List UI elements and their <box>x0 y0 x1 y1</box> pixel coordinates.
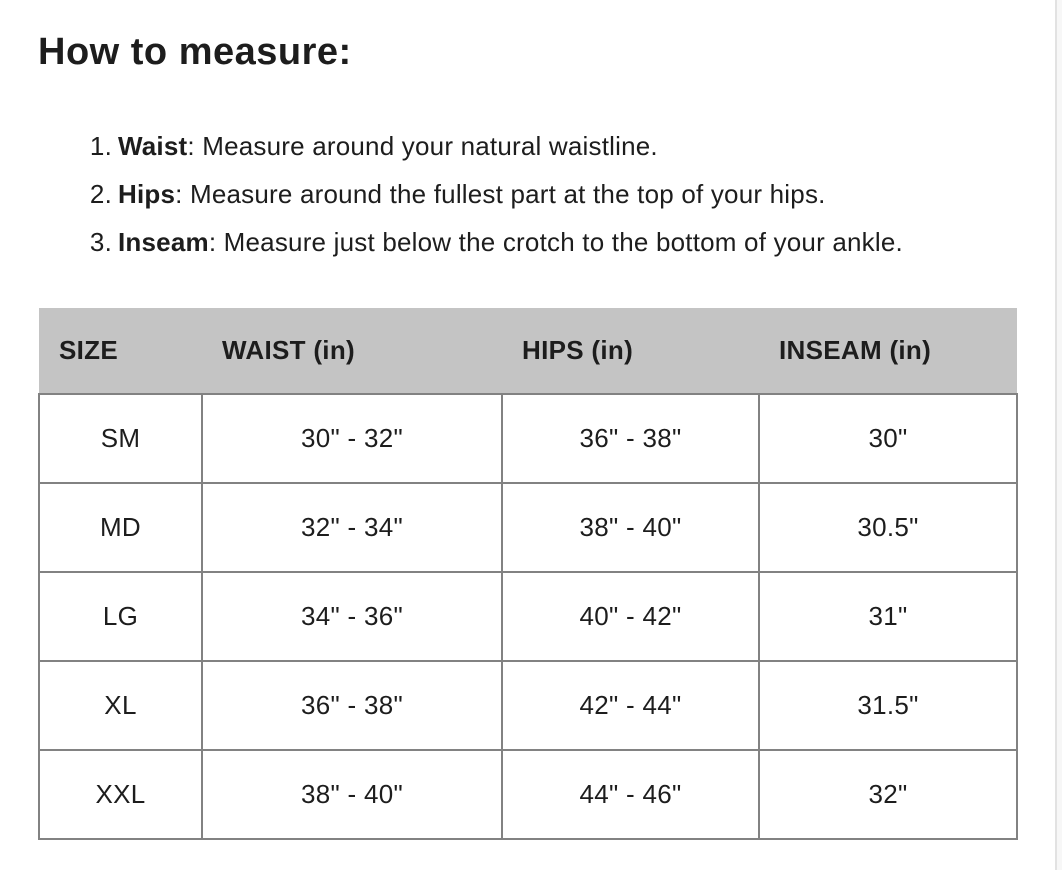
instruction-number: 2. <box>89 179 112 209</box>
column-header-inseam: INSEAM (in) <box>759 308 1017 394</box>
cell-size: XL <box>38 660 203 751</box>
cell-inseam: 31.5" <box>758 660 1018 751</box>
cell-waist: 38" - 40" <box>201 749 503 840</box>
instruction-text: : Measure just below the crotch to the b… <box>208 227 903 257</box>
size-chart-header: SIZE WAIST (in) HIPS (in) INSEAM (in) <box>39 308 1017 394</box>
size-chart-table: SIZE WAIST (in) HIPS (in) INSEAM (in) SM… <box>38 308 1018 840</box>
table-row-lg: LG 34" - 36" 40" - 42" 31" <box>38 571 1018 662</box>
cell-size: LG <box>38 571 203 662</box>
header-row: SIZE WAIST (in) HIPS (in) INSEAM (in) <box>39 308 1017 394</box>
cell-hips: 44" - 46" <box>501 749 760 840</box>
page-title: How to measure: <box>38 31 352 73</box>
table-row-sm: SM 30" - 32" 36" - 38" 30" <box>38 393 1018 484</box>
cell-hips: 42" - 44" <box>501 660 760 751</box>
instruction-item-waist: 1. Waist: Measure around your natural wai… <box>86 122 903 170</box>
page-edge-gutter <box>1057 0 1062 870</box>
cell-waist: 36" - 38" <box>201 660 503 751</box>
instruction-text: : Measure around the fullest part at the… <box>175 179 826 209</box>
cell-size: XXL <box>38 749 203 840</box>
table-row-md: MD 32" - 34" 38" - 40" 30.5" <box>38 482 1018 573</box>
cell-waist: 34" - 36" <box>201 571 503 662</box>
measure-instructions: 1. Waist: Measure around your natural wai… <box>86 122 903 266</box>
column-header-size: SIZE <box>39 308 202 394</box>
cell-inseam: 32" <box>758 749 1018 840</box>
instruction-term: Waist <box>118 131 188 161</box>
table-row-xxl: XXL 38" - 40" 44" - 46" 32" <box>38 749 1018 840</box>
cell-inseam: 30.5" <box>758 482 1018 573</box>
page-edge-divider <box>1055 0 1057 870</box>
instruction-item-inseam: 3. Inseam: Measure just below the crotch … <box>86 218 903 266</box>
instruction-term: Hips <box>118 179 176 209</box>
cell-size: SM <box>38 393 203 484</box>
cell-waist: 30" - 32" <box>201 393 503 484</box>
cell-hips: 36" - 38" <box>501 393 760 484</box>
instruction-number: 3. <box>89 227 112 257</box>
cell-hips: 40" - 42" <box>501 571 760 662</box>
size-chart-body: SM 30" - 32" 36" - 38" 30" MD 32" - 34" … <box>38 393 1018 840</box>
instruction-term: Inseam <box>118 227 209 257</box>
instruction-text: : Measure around your natural waistline. <box>187 131 658 161</box>
column-header-hips: HIPS (in) <box>502 308 759 394</box>
cell-waist: 32" - 34" <box>201 482 503 573</box>
instruction-number: 1. <box>89 131 112 161</box>
cell-inseam: 31" <box>758 571 1018 662</box>
cell-size: MD <box>38 482 203 573</box>
cell-hips: 38" - 40" <box>501 482 760 573</box>
column-header-waist: WAIST (in) <box>202 308 502 394</box>
instruction-item-hips: 2. Hips: Measure around the fullest part … <box>86 170 903 218</box>
cell-inseam: 30" <box>758 393 1018 484</box>
table-row-xl: XL 36" - 38" 42" - 44" 31.5" <box>38 660 1018 751</box>
